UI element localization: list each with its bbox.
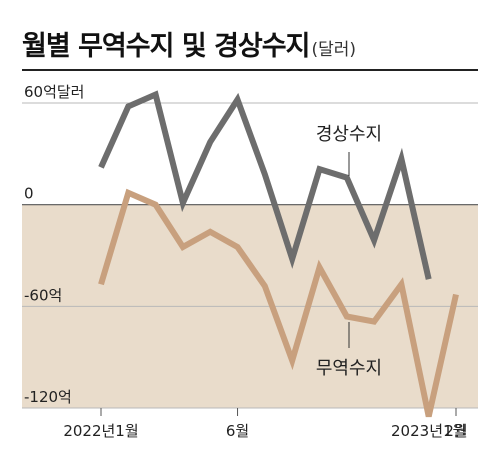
- series-line-trade-balance: [98, 188, 459, 418]
- title-underline: [22, 69, 478, 71]
- y-tick-label: -60억: [24, 286, 62, 304]
- y-tick-label: 60억달러: [24, 83, 85, 101]
- x-tick-label: 6월: [226, 422, 249, 440]
- current-account-label: 경상수지: [316, 124, 382, 145]
- trade-balance-label: 무역수지: [316, 358, 382, 379]
- y-tick-label: -120억: [24, 388, 72, 406]
- x-tick-label: 2023년1월: [391, 422, 466, 440]
- chart-title: 월별 무역수지 및 경상수지 (달러): [22, 24, 356, 63]
- chart-title-text: 월별 무역수지 및 경상수지: [22, 31, 310, 62]
- y-tick-label: 0: [24, 185, 34, 203]
- x-tick-label: 2월: [444, 422, 467, 440]
- chart-unit: (달러): [311, 40, 356, 60]
- x-tick-label: 2022년1월: [63, 422, 138, 440]
